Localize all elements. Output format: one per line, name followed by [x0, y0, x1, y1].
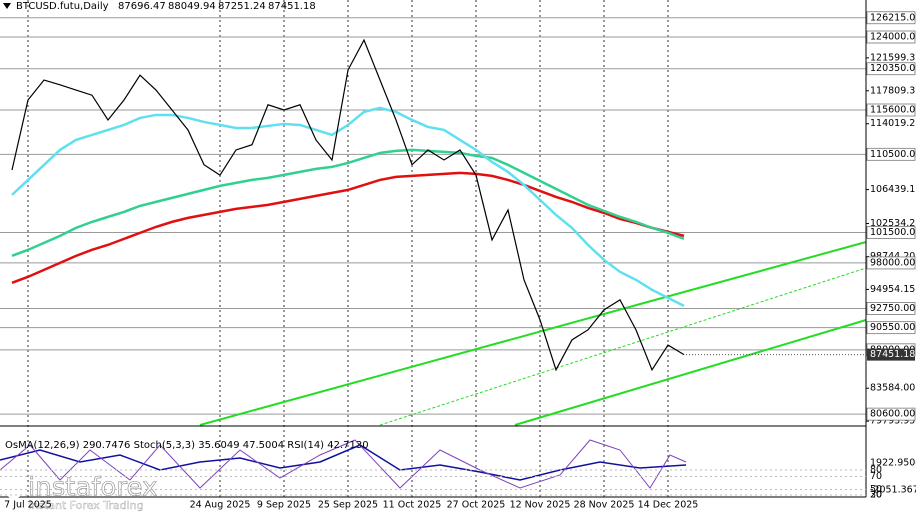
x-tick-label: 28 Nov 2025: [574, 500, 635, 511]
oscillator-tick-label: 20: [870, 490, 882, 501]
logo-icon: [3, 477, 25, 499]
x-tick-label: 7 Jul 2025: [4, 500, 52, 511]
level-label: 80600.00: [870, 409, 915, 420]
trend-line: [379, 267, 867, 426]
oscillator-tick-label: 50: [870, 484, 882, 495]
ohlc-value: 88049.94: [168, 1, 216, 12]
plot-background: [0, 0, 866, 513]
level-label-box: [866, 11, 916, 25]
x-tick-label: 9 Sep 2025: [257, 500, 311, 511]
y-tick-label: 121599.35: [870, 52, 916, 63]
trend-line: [514, 319, 867, 426]
level-label: 120350.00: [870, 63, 916, 74]
current-price-box: [867, 348, 915, 361]
x-tick-label: 11 Oct 2025: [383, 500, 442, 511]
oscillator-line: [0, 444, 687, 481]
y-tick-label: 79793.95: [870, 416, 915, 427]
level-label: 101500.00: [870, 227, 916, 238]
level-label: 98000.00: [870, 257, 915, 268]
level-label: 90550.00: [870, 322, 915, 333]
oscillator-title: OsMA(12,26,9) 290.7476 Stoch(5,3,3) 35.6…: [5, 440, 369, 451]
level-label-box: [866, 30, 916, 44]
level-label: 115600.00: [870, 104, 916, 115]
y-tick-label: 106439.15: [870, 184, 916, 195]
price-axis-background: [866, 0, 916, 513]
oscillator-tick-label: 30: [870, 490, 882, 501]
y-tick-label: 83584.00: [870, 383, 915, 394]
x-tick-label: 25 Sep 2025: [318, 500, 378, 511]
level-label: 124000.00: [870, 32, 916, 43]
collapse-icon[interactable]: [3, 3, 11, 9]
logo-text: instaforex: [28, 473, 157, 503]
ohlc-value: 87251.24: [218, 1, 266, 12]
x-tick-label: 27 Oct 2025: [447, 500, 506, 511]
trend-line: [199, 241, 867, 426]
current-price-label: 87451.18: [870, 349, 915, 360]
oscillator-tick-label: -2051.3672: [870, 485, 916, 496]
x-tick-label: 12 Nov 2025: [510, 500, 571, 511]
price-line: [11, 148, 685, 258]
level-label: 92750.00: [870, 303, 915, 314]
level-label: 110500.00: [870, 149, 916, 160]
level-label: 126215.00: [870, 12, 916, 23]
price-line: [11, 171, 685, 285]
oscillator-tick-label: 70: [870, 471, 882, 482]
y-tick-label: 102534.25: [870, 218, 916, 229]
oscillator-tick-label: 80: [870, 465, 882, 476]
level-label-box: [866, 62, 916, 76]
level-label-box: [866, 407, 916, 421]
y-tick-label: 94954.15: [870, 284, 915, 295]
ohlc-value: 87451.18: [268, 1, 316, 12]
level-label-box: [866, 226, 916, 239]
level-label-box: [866, 321, 916, 335]
x-tick-label: 14 Dec 2025: [638, 500, 699, 511]
oscillator-line: [0, 439, 687, 489]
x-tick-label: 24 Aug 2025: [190, 500, 251, 511]
y-tick-label: 117809.30: [870, 85, 916, 96]
price-line: [11, 38, 685, 372]
level-label-box: [866, 256, 916, 270]
price-line: [11, 106, 685, 307]
level-label-box: [866, 147, 916, 161]
level-label-box: [866, 103, 916, 117]
y-tick-label: 114019.25: [870, 118, 916, 129]
oscillator-tick-label: 1922.9504: [870, 458, 916, 469]
level-label-box: [866, 302, 916, 315]
logo-tagline: Instant Forex Trading: [28, 499, 144, 512]
ohlc-value: 87696.47: [118, 1, 166, 12]
y-tick-label: 98744.20: [870, 251, 915, 262]
symbol: BTCUSD.futu,Daily: [16, 1, 109, 12]
